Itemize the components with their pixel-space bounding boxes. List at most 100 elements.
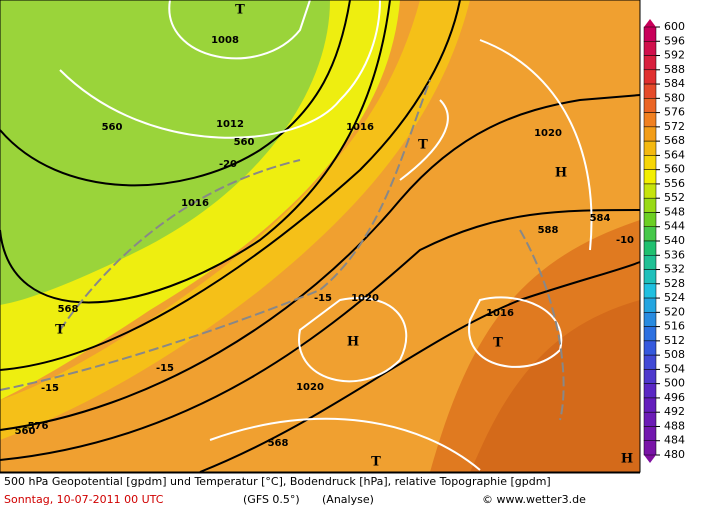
pressure-center: T	[418, 138, 428, 153]
legend-label: 580	[664, 91, 685, 104]
map-labels: T 1008 560 1012 560 1016 T 1020 H -20 1016 584 588 -1…	[15, 3, 635, 470]
legend-label: 484	[664, 434, 685, 447]
legend-swatch	[643, 440, 657, 456]
legend-swatch	[643, 41, 657, 56]
pressure-center: T	[235, 3, 245, 18]
field-green	[0, 0, 330, 305]
footer-model: (GFS 0.5°)	[243, 493, 300, 506]
legend-label: 544	[664, 220, 685, 233]
legend-label: 596	[664, 34, 685, 47]
contour-label: 1016	[181, 198, 209, 209]
contour-label: 584	[590, 213, 611, 224]
legend-label: 488	[664, 419, 685, 432]
legend-swatch	[643, 255, 657, 270]
geopotential-contours	[0, 0, 641, 473]
contour-label: -15	[156, 363, 174, 374]
legend-label: 592	[664, 49, 685, 62]
legend-swatch	[643, 98, 657, 113]
legend-swatch	[643, 354, 657, 370]
legend-swatch	[643, 240, 657, 256]
contour-label: -15	[314, 293, 332, 304]
legend-label: 540	[664, 234, 685, 247]
contour-label: 568	[268, 438, 289, 449]
contour-label: 588	[538, 225, 559, 236]
footer-date: Sonntag, 10-07-2011 00 UTC	[4, 493, 164, 506]
legend-swatch	[643, 197, 657, 213]
legend-swatch	[643, 411, 657, 427]
legend-swatch	[643, 140, 657, 156]
contour-label: 568	[58, 304, 79, 315]
color-legend: 6005965925885845805765725685645605565525…	[643, 19, 685, 463]
contour-label: 1020	[534, 128, 562, 139]
contour-label: 1012	[216, 119, 244, 130]
contour-label: -10	[616, 235, 634, 246]
pressure-center: T	[493, 336, 503, 351]
field-darker	[470, 300, 640, 472]
legend-swatch	[643, 183, 657, 199]
legend-swatch	[643, 269, 657, 285]
legend-label: 552	[664, 191, 685, 204]
footer-copyright: © www.wetter3.de	[482, 493, 586, 506]
legend-swatch	[643, 369, 657, 384]
legend-label: 508	[664, 348, 685, 361]
legend-label: 584	[664, 77, 685, 90]
legend-label: 492	[664, 405, 685, 418]
pressure-center: T	[55, 323, 65, 338]
field-gold	[0, 0, 470, 440]
legend-swatch	[643, 326, 657, 342]
legend-swatch	[643, 397, 657, 413]
pressure-center: H	[621, 452, 633, 467]
legend-label: 496	[664, 391, 685, 404]
contour-label: 576	[28, 421, 49, 432]
legend-label: 536	[664, 248, 685, 261]
legend-label: 600	[664, 20, 685, 33]
legend-label: 504	[664, 362, 685, 375]
legend-bottom-arrow	[644, 455, 656, 463]
legend-label: 480	[664, 448, 685, 461]
contour-label: 560	[15, 426, 36, 437]
legend-label: 576	[664, 106, 685, 119]
temperature-contours	[0, 79, 565, 421]
legend-swatch	[643, 383, 657, 399]
legend-swatch	[643, 297, 657, 313]
legend-swatch	[643, 69, 657, 85]
legend-label: 564	[664, 148, 685, 161]
legend-swatch	[643, 155, 657, 170]
legend-swatch	[643, 212, 657, 227]
legend-swatch	[643, 55, 657, 71]
contour-label: 1020	[351, 293, 379, 304]
legend-label: 556	[664, 177, 685, 190]
legend-swatch	[643, 169, 657, 185]
pressure-center: H	[555, 166, 567, 181]
legend-label: 560	[664, 163, 685, 176]
legend-swatch	[643, 26, 657, 42]
footer-description: 500 hPa Geopotential [gpdm] und Temperat…	[4, 475, 551, 488]
legend-label: 588	[664, 63, 685, 76]
contour-label: 1016	[486, 308, 514, 319]
legend-swatch	[643, 312, 657, 327]
pressure-center: T	[371, 455, 381, 470]
legend-top-arrow	[644, 19, 656, 27]
pressure-center: H	[347, 335, 359, 350]
contour-label: 1020	[296, 382, 324, 393]
contour-label: 1016	[346, 122, 374, 133]
legend-swatch	[643, 283, 657, 299]
legend-label: 548	[664, 205, 685, 218]
contour-label: -15	[41, 383, 59, 394]
legend-swatch	[643, 426, 657, 441]
legend-label: 512	[664, 334, 685, 347]
legend-label: 520	[664, 305, 685, 318]
footer-run: (Analyse)	[322, 493, 374, 506]
contour-label: 560	[102, 122, 123, 133]
legend-label: 524	[664, 291, 685, 304]
legend-swatch	[643, 340, 657, 356]
legend-swatch	[643, 226, 657, 242]
map-frame	[0, 0, 641, 473]
contour-label: -20	[219, 159, 237, 170]
legend-swatch	[643, 83, 657, 99]
contour-label: 560	[234, 137, 255, 148]
legend-label: 528	[664, 277, 685, 290]
legend-label: 532	[664, 263, 685, 276]
legend-swatch	[643, 126, 657, 142]
